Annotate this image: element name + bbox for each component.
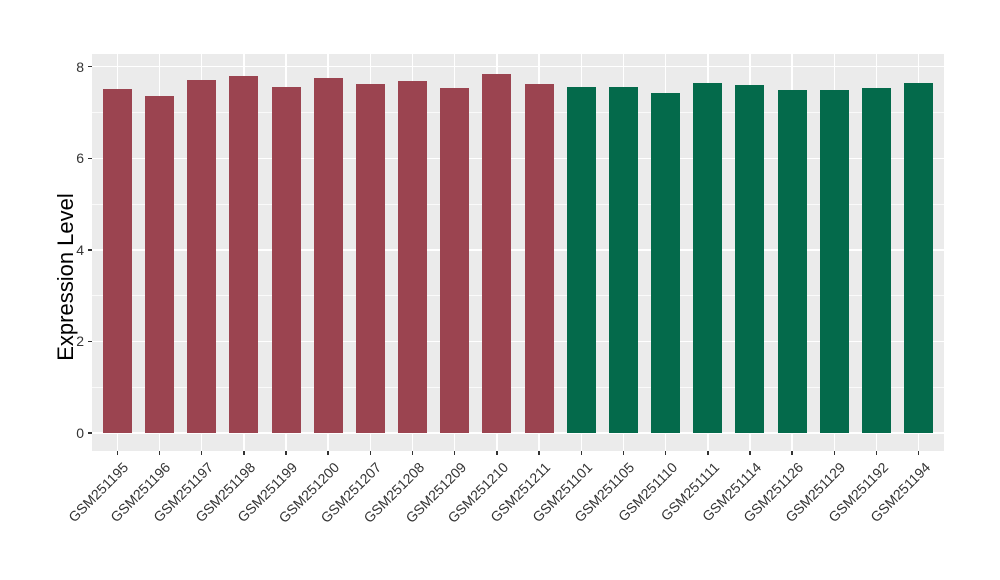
bar-GSM251194: [904, 83, 934, 433]
y-gridline-minor: [92, 203, 944, 205]
x-tick-mark: [664, 451, 667, 455]
y-tick-label: 2: [76, 333, 84, 350]
x-tick-mark: [453, 451, 456, 455]
bar-GSM251111: [693, 82, 723, 433]
bar-GSM251196: [144, 95, 174, 433]
bar-GSM251192: [862, 87, 891, 433]
x-tick-mark: [538, 451, 540, 455]
bar-GSM251211: [524, 84, 554, 433]
bar-GSM251101: [566, 86, 596, 433]
bar-GSM251197: [187, 79, 217, 433]
x-tick-mark: [116, 451, 119, 455]
y-gridline-minor: [92, 112, 944, 113]
bar-GSM251129: [819, 90, 849, 433]
x-tick-mark: [243, 451, 245, 455]
y-gridline-major: [92, 340, 944, 343]
y-tick-label: 4: [76, 241, 84, 258]
x-tick-mark: [580, 451, 583, 455]
x-tick-mark: [875, 451, 878, 455]
plot-panel: [92, 54, 944, 451]
bar-GSM251200: [313, 78, 343, 433]
x-tick-mark: [158, 451, 161, 455]
bar-GSM251126: [777, 90, 807, 433]
y-gridline-major: [92, 65, 944, 68]
x-tick-mark: [707, 451, 709, 455]
x-tick-mark: [917, 451, 920, 455]
x-tick-mark: [749, 451, 751, 455]
bar-GSM251207: [355, 84, 385, 433]
y-tick-mark: [88, 340, 92, 343]
bar-GSM251114: [735, 84, 765, 433]
bar-GSM251199: [271, 87, 301, 433]
bar-GSM251209: [440, 87, 470, 433]
bar-GSM251105: [608, 86, 638, 433]
y-gridline-minor: [92, 295, 944, 297]
bar-GSM251110: [651, 93, 681, 433]
y-tick-mark: [88, 249, 92, 251]
x-tick-mark: [496, 451, 498, 455]
x-tick-mark: [327, 451, 329, 455]
bar-GSM251195: [102, 88, 132, 433]
x-tick-mark: [411, 451, 414, 455]
y-tick-label: 8: [76, 58, 84, 75]
bar-GSM251198: [229, 76, 259, 433]
y-gridline-major: [92, 249, 944, 251]
y-tick-mark: [88, 157, 92, 159]
y-tick-label: 0: [76, 425, 84, 441]
x-tick-mark: [285, 451, 287, 455]
x-tick-mark: [369, 451, 372, 455]
y-tick-label: 6: [76, 150, 84, 167]
y-tick-mark: [88, 432, 92, 434]
x-tick-mark: [200, 451, 203, 455]
x-tick-mark: [622, 451, 625, 455]
y-gridline-minor: [92, 386, 944, 388]
x-tick-mark: [791, 451, 793, 455]
y-tick-mark: [88, 65, 92, 68]
y-gridline-major: [92, 157, 944, 159]
y-gridline-major: [92, 432, 944, 434]
bar-GSM251208: [398, 80, 428, 433]
x-tick-mark: [833, 451, 836, 455]
bar-GSM251210: [482, 74, 512, 433]
